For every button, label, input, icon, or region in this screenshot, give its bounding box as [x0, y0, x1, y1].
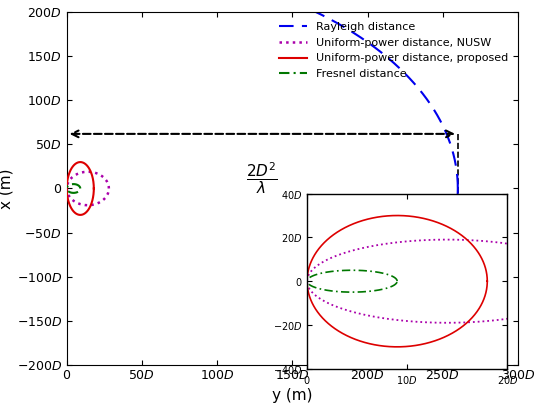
Rayleigh distance — [454, 186, 461, 191]
Rayleigh distance — [435, 114, 441, 119]
Fresnel distance — [72, 190, 78, 195]
X-axis label: y (m): y (m) — [272, 388, 312, 403]
Uniform-power distance, proposed — [64, 184, 70, 189]
Uniform-power distance, NUSW — [106, 186, 112, 191]
Uniform-power distance, NUSW — [106, 186, 112, 191]
Uniform-power distance, NUSW — [64, 185, 70, 190]
Uniform-power distance, proposed — [91, 186, 97, 191]
Fresnel distance — [77, 185, 83, 190]
Rayleigh distance — [449, 226, 455, 231]
Uniform-power distance, proposed — [64, 180, 70, 185]
Uniform-power distance, proposed — [80, 212, 87, 217]
Uniform-power distance, NUSW — [105, 189, 112, 194]
Line: Fresnel distance: Fresnel distance — [67, 184, 80, 193]
Fresnel distance — [77, 187, 83, 192]
Fresnel distance — [77, 187, 83, 192]
Uniform-power distance, NUSW — [105, 189, 112, 194]
Uniform-power distance, proposed — [90, 191, 97, 196]
Uniform-power distance, proposed — [91, 186, 97, 191]
Fresnel distance — [64, 185, 70, 190]
Uniform-power distance, NUSW — [64, 182, 70, 187]
Uniform-power distance, NUSW — [84, 169, 91, 174]
Fresnel distance — [77, 186, 83, 191]
Uniform-power distance, NUSW — [90, 202, 96, 207]
Rayleigh distance — [157, 408, 163, 412]
Legend: Rayleigh distance, Uniform-power distance, NUSW, Uniform-power distance, propose: Rayleigh distance, Uniform-power distanc… — [274, 18, 513, 84]
Uniform-power distance, proposed — [77, 159, 83, 164]
Rayleigh distance — [449, 227, 455, 232]
Uniform-power distance, proposed — [90, 191, 97, 196]
Line: Rayleigh distance: Rayleigh distance — [0, 0, 458, 412]
Line: Uniform-power distance, NUSW: Uniform-power distance, NUSW — [67, 172, 109, 205]
Fresnel distance — [64, 186, 70, 191]
Line: Uniform-power distance, proposed: Uniform-power distance, proposed — [67, 162, 94, 215]
Text: $\dfrac{2D^2}{\lambda}$: $\dfrac{2D^2}{\lambda}$ — [246, 160, 278, 196]
Fresnel distance — [70, 182, 77, 187]
Uniform-power distance, NUSW — [84, 203, 91, 208]
Uniform-power distance, proposed — [77, 213, 83, 218]
Y-axis label: x (m): x (m) — [0, 168, 14, 209]
Rayleigh distance — [454, 186, 461, 191]
Fresnel distance — [70, 190, 77, 195]
Fresnel distance — [77, 186, 83, 191]
Uniform-power distance, NUSW — [105, 181, 111, 186]
Uniform-power distance, proposed — [90, 178, 96, 183]
